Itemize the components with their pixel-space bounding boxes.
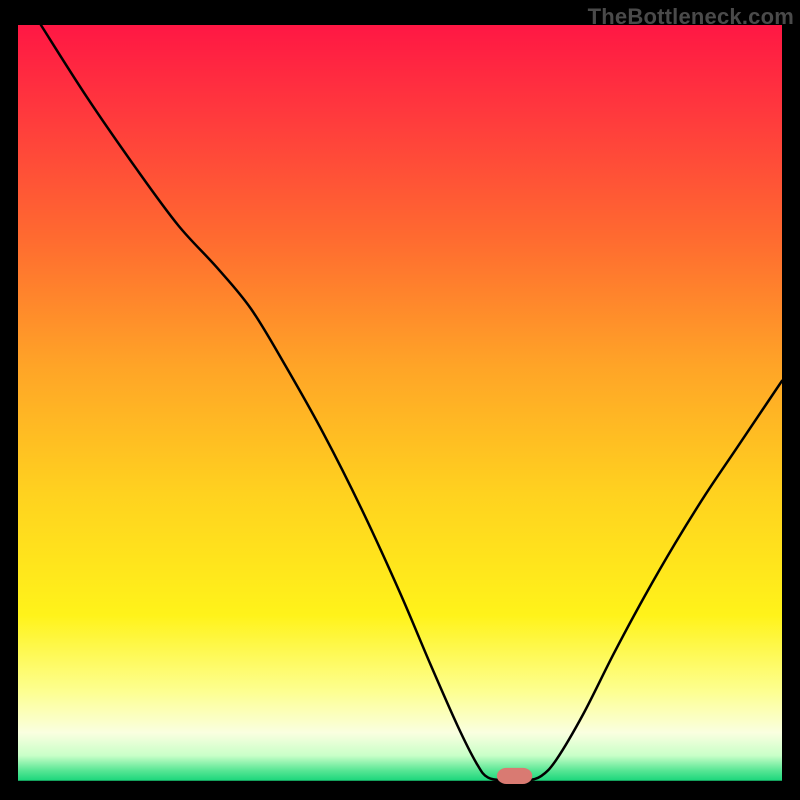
gradient-background: [18, 25, 782, 782]
watermark: TheBottleneck.com: [588, 4, 794, 30]
bottleneck-chart: [0, 0, 800, 800]
chart-container: TheBottleneck.com: [0, 0, 800, 800]
optimal-marker: [497, 768, 531, 783]
